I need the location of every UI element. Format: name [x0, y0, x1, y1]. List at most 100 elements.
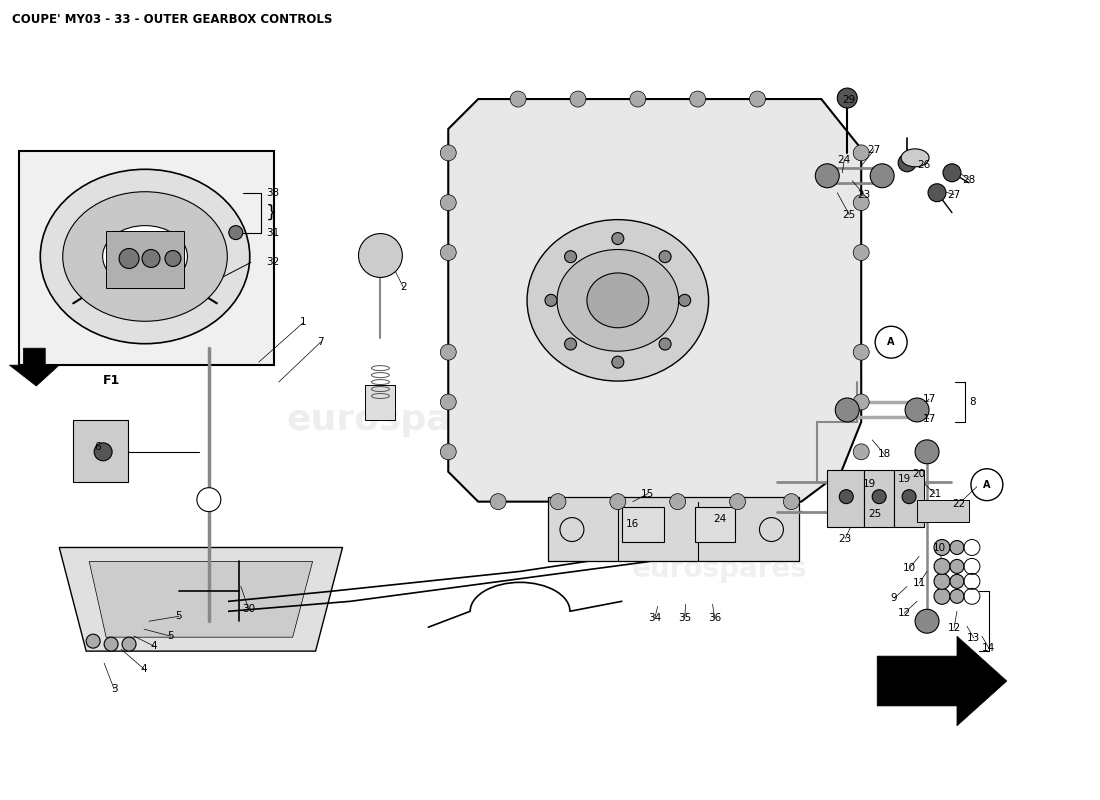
Text: 18: 18 [878, 449, 891, 459]
Text: 31: 31 [266, 227, 279, 238]
Text: }: } [266, 204, 277, 222]
Text: 24: 24 [713, 514, 726, 523]
Text: 5: 5 [167, 631, 174, 641]
Bar [548, 497, 800, 562]
Polygon shape [877, 636, 1006, 726]
Circle shape [609, 494, 626, 510]
Circle shape [165, 250, 180, 266]
Text: 25: 25 [869, 509, 882, 518]
Circle shape [440, 145, 456, 161]
Circle shape [491, 494, 506, 510]
Text: 2: 2 [400, 282, 407, 292]
Circle shape [950, 541, 964, 554]
Circle shape [564, 250, 576, 262]
Circle shape [837, 88, 857, 108]
Circle shape [854, 394, 869, 410]
Text: 19: 19 [862, 478, 876, 489]
Text: 29: 29 [843, 95, 856, 105]
Circle shape [690, 91, 705, 107]
Circle shape [440, 194, 456, 210]
Circle shape [815, 164, 839, 188]
Circle shape [902, 490, 916, 504]
Ellipse shape [63, 192, 228, 322]
Circle shape [835, 398, 859, 422]
Circle shape [950, 574, 964, 588]
Circle shape [86, 634, 100, 648]
Circle shape [659, 250, 671, 262]
Ellipse shape [527, 220, 708, 381]
Circle shape [104, 637, 118, 651]
Text: F1: F1 [102, 374, 120, 386]
Circle shape [510, 91, 526, 107]
Circle shape [934, 558, 950, 574]
Text: 16: 16 [626, 518, 639, 529]
Text: 10: 10 [933, 543, 946, 554]
Text: 7: 7 [317, 338, 323, 347]
Bar [20, 151, 274, 365]
Text: COUPE' MY03 - 33 - OUTER GEARBOX CONTROLS: COUPE' MY03 - 33 - OUTER GEARBOX CONTROL… [12, 14, 332, 26]
Circle shape [197, 488, 221, 512]
Circle shape [854, 194, 869, 210]
Text: 13: 13 [967, 633, 980, 643]
Circle shape [670, 494, 685, 510]
Text: A: A [888, 338, 895, 347]
Bar [74, 420, 128, 482]
Bar [106, 230, 184, 288]
Text: 33: 33 [266, 188, 279, 198]
Ellipse shape [102, 226, 187, 287]
Text: 10: 10 [902, 563, 915, 574]
Circle shape [122, 637, 136, 651]
Circle shape [905, 398, 930, 422]
Text: 17: 17 [923, 394, 936, 404]
Text: 26: 26 [917, 160, 931, 170]
Text: 12: 12 [947, 623, 960, 634]
Bar [621, 506, 663, 542]
Circle shape [943, 164, 961, 182]
Text: 36: 36 [708, 614, 722, 623]
Ellipse shape [41, 170, 250, 344]
Circle shape [119, 249, 139, 269]
Text: 6: 6 [94, 442, 100, 452]
Bar [865, 470, 894, 526]
Text: 4: 4 [141, 664, 147, 674]
Circle shape [612, 233, 624, 245]
Text: 8: 8 [969, 397, 976, 407]
Circle shape [630, 91, 646, 107]
Circle shape [659, 338, 671, 350]
Ellipse shape [557, 250, 679, 351]
Circle shape [854, 245, 869, 261]
Circle shape [872, 490, 887, 504]
Circle shape [612, 356, 624, 368]
Bar [365, 385, 395, 420]
Circle shape [440, 394, 456, 410]
Text: 35: 35 [678, 614, 691, 623]
Circle shape [950, 559, 964, 574]
Circle shape [934, 588, 950, 604]
Bar [827, 470, 865, 526]
Text: 28: 28 [962, 174, 976, 185]
Circle shape [142, 250, 160, 267]
Circle shape [783, 494, 800, 510]
Circle shape [854, 344, 869, 360]
Circle shape [359, 234, 403, 278]
Circle shape [570, 91, 586, 107]
Text: 9: 9 [891, 594, 898, 603]
Text: eurospares: eurospares [631, 555, 807, 583]
Text: 4: 4 [151, 641, 157, 651]
Text: 34: 34 [648, 614, 661, 623]
Circle shape [915, 610, 939, 633]
Text: 19: 19 [898, 474, 911, 484]
Circle shape [440, 245, 456, 261]
Text: 27: 27 [868, 145, 881, 155]
Text: 11: 11 [912, 578, 926, 588]
Text: 30: 30 [242, 604, 255, 614]
Text: 15: 15 [641, 489, 654, 498]
Text: eurospares: eurospares [286, 403, 515, 437]
Text: 3: 3 [111, 684, 118, 694]
Circle shape [440, 444, 456, 460]
Circle shape [898, 154, 916, 172]
Circle shape [749, 91, 766, 107]
Text: 32: 32 [266, 258, 279, 267]
Text: 23: 23 [838, 534, 851, 543]
Bar [917, 500, 969, 522]
